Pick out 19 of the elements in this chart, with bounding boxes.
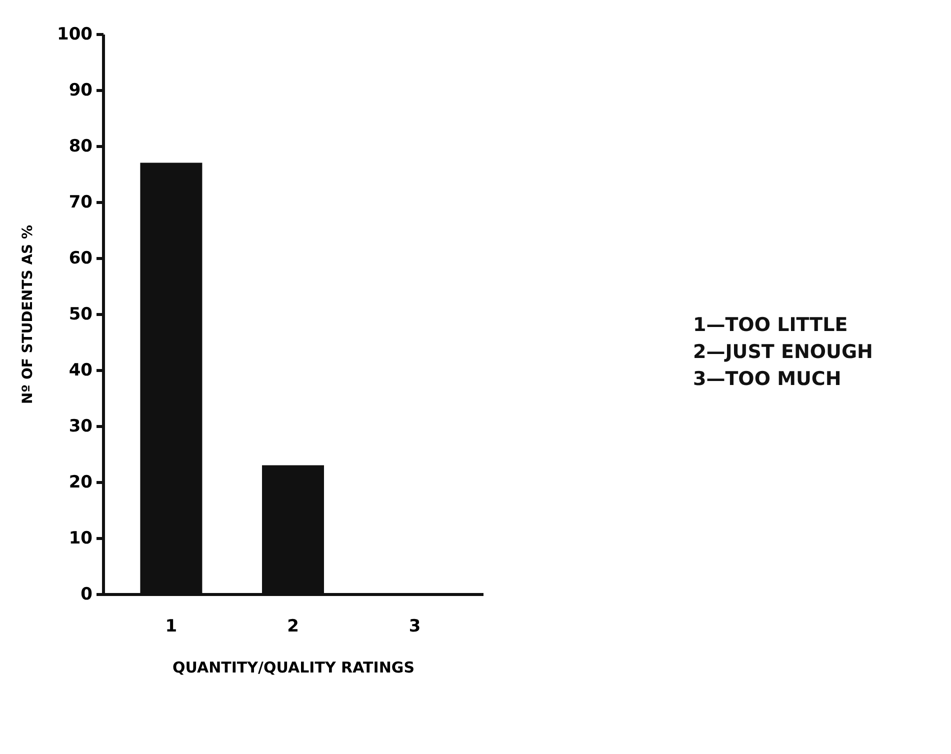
x-tick-label: 1	[165, 616, 178, 636]
y-tick-label: 20	[68, 472, 93, 492]
y-tick-label: 0	[80, 584, 93, 604]
y-tick-label: 90	[68, 80, 93, 100]
y-tick-label: 10	[68, 528, 93, 548]
y-tick-label: 30	[68, 416, 93, 436]
x-tick-label: 2	[287, 616, 299, 636]
text: 2—JUST ENOUGH	[693, 341, 873, 363]
y-tick-label: 60	[68, 248, 93, 268]
y-tick-label: 50	[68, 304, 93, 324]
y-tick-label: 40	[68, 360, 93, 380]
y-tick-label: 70	[68, 192, 93, 212]
x-tick-label: 3	[408, 616, 421, 636]
text: 1—TOO LITTLE	[693, 314, 848, 336]
y-tick-label: 100	[57, 24, 93, 44]
x-axis-title: QUANTITY/QUALITY RATINGS	[172, 658, 415, 676]
text: 3—TOO MUCH	[693, 368, 842, 390]
y-axis-title: Nº OF STUDENTS AS %	[20, 224, 36, 404]
y-tick-label: 80	[68, 136, 93, 156]
